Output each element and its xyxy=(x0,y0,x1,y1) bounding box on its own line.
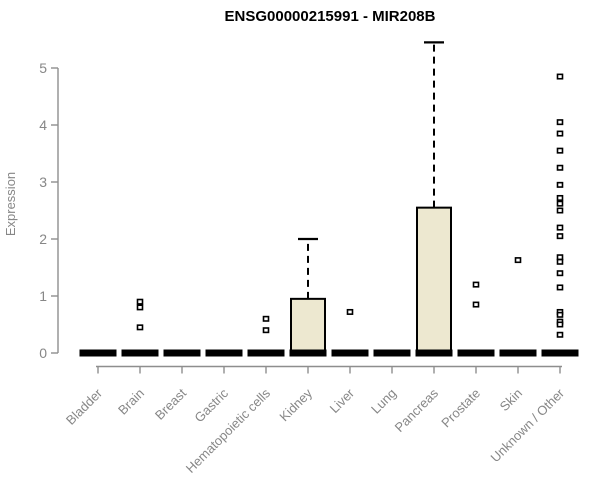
median-line xyxy=(79,349,117,357)
median-line xyxy=(121,349,159,357)
median-line xyxy=(163,349,201,357)
outlier-point xyxy=(136,324,144,331)
outlier-point xyxy=(556,331,564,338)
outlier-point xyxy=(556,224,564,231)
outlier-point xyxy=(556,270,564,277)
outlier-point xyxy=(556,147,564,154)
outlier-point xyxy=(556,254,564,261)
outlier-point xyxy=(556,73,564,80)
x-tick-label: Bladder xyxy=(63,385,106,428)
y-tick-label: 1 xyxy=(39,288,47,304)
x-tick-label: Breast xyxy=(152,385,189,422)
median-line xyxy=(289,349,327,357)
outlier-point xyxy=(556,233,564,240)
outlier-point xyxy=(556,207,564,214)
outlier-point xyxy=(472,281,480,288)
outlier-point xyxy=(556,258,564,265)
x-tick-label: Prostate xyxy=(438,386,483,431)
box xyxy=(416,206,452,354)
x-tick-label: Liver xyxy=(327,385,358,416)
median-line xyxy=(415,349,453,357)
median-line xyxy=(331,349,369,357)
x-tick-label: Skin xyxy=(497,386,525,414)
outlier-point xyxy=(556,164,564,171)
outlier-point xyxy=(262,315,270,322)
outlier-point xyxy=(556,200,564,207)
chart-title: ENSG00000215991 - MIR208B xyxy=(224,8,436,25)
median-line xyxy=(373,349,411,357)
outlier-point xyxy=(262,327,270,334)
outlier-point xyxy=(556,130,564,137)
median-line xyxy=(541,349,579,357)
y-tick-label: 5 xyxy=(39,60,47,76)
median-line xyxy=(457,349,495,357)
box xyxy=(290,297,326,355)
outlier-point xyxy=(346,308,354,315)
outlier-point xyxy=(136,298,144,305)
outlier-point xyxy=(556,311,564,318)
y-tick-label: 3 xyxy=(39,174,47,190)
outlier-point xyxy=(556,119,564,126)
outlier-point xyxy=(556,194,564,201)
x-tick-label: Pancreas xyxy=(392,385,442,435)
y-tick-label: 2 xyxy=(39,231,47,247)
outlier-point xyxy=(514,257,522,264)
x-tick-label: Unknown / Other xyxy=(488,385,568,465)
outlier-point xyxy=(556,284,564,291)
x-tick-label: Lung xyxy=(368,386,399,417)
outlier-point xyxy=(136,304,144,311)
median-line xyxy=(205,349,243,357)
outlier-point xyxy=(556,321,564,328)
median-line xyxy=(499,349,537,357)
median-line xyxy=(247,349,285,357)
y-tick-label: 4 xyxy=(39,117,47,133)
outlier-point xyxy=(556,181,564,188)
x-tick-label: Kidney xyxy=(276,385,315,424)
y-tick-label: 0 xyxy=(39,345,47,361)
x-tick-label: Brain xyxy=(115,386,147,418)
x-tick-label: Gastric xyxy=(191,385,231,425)
outlier-point xyxy=(472,301,480,308)
